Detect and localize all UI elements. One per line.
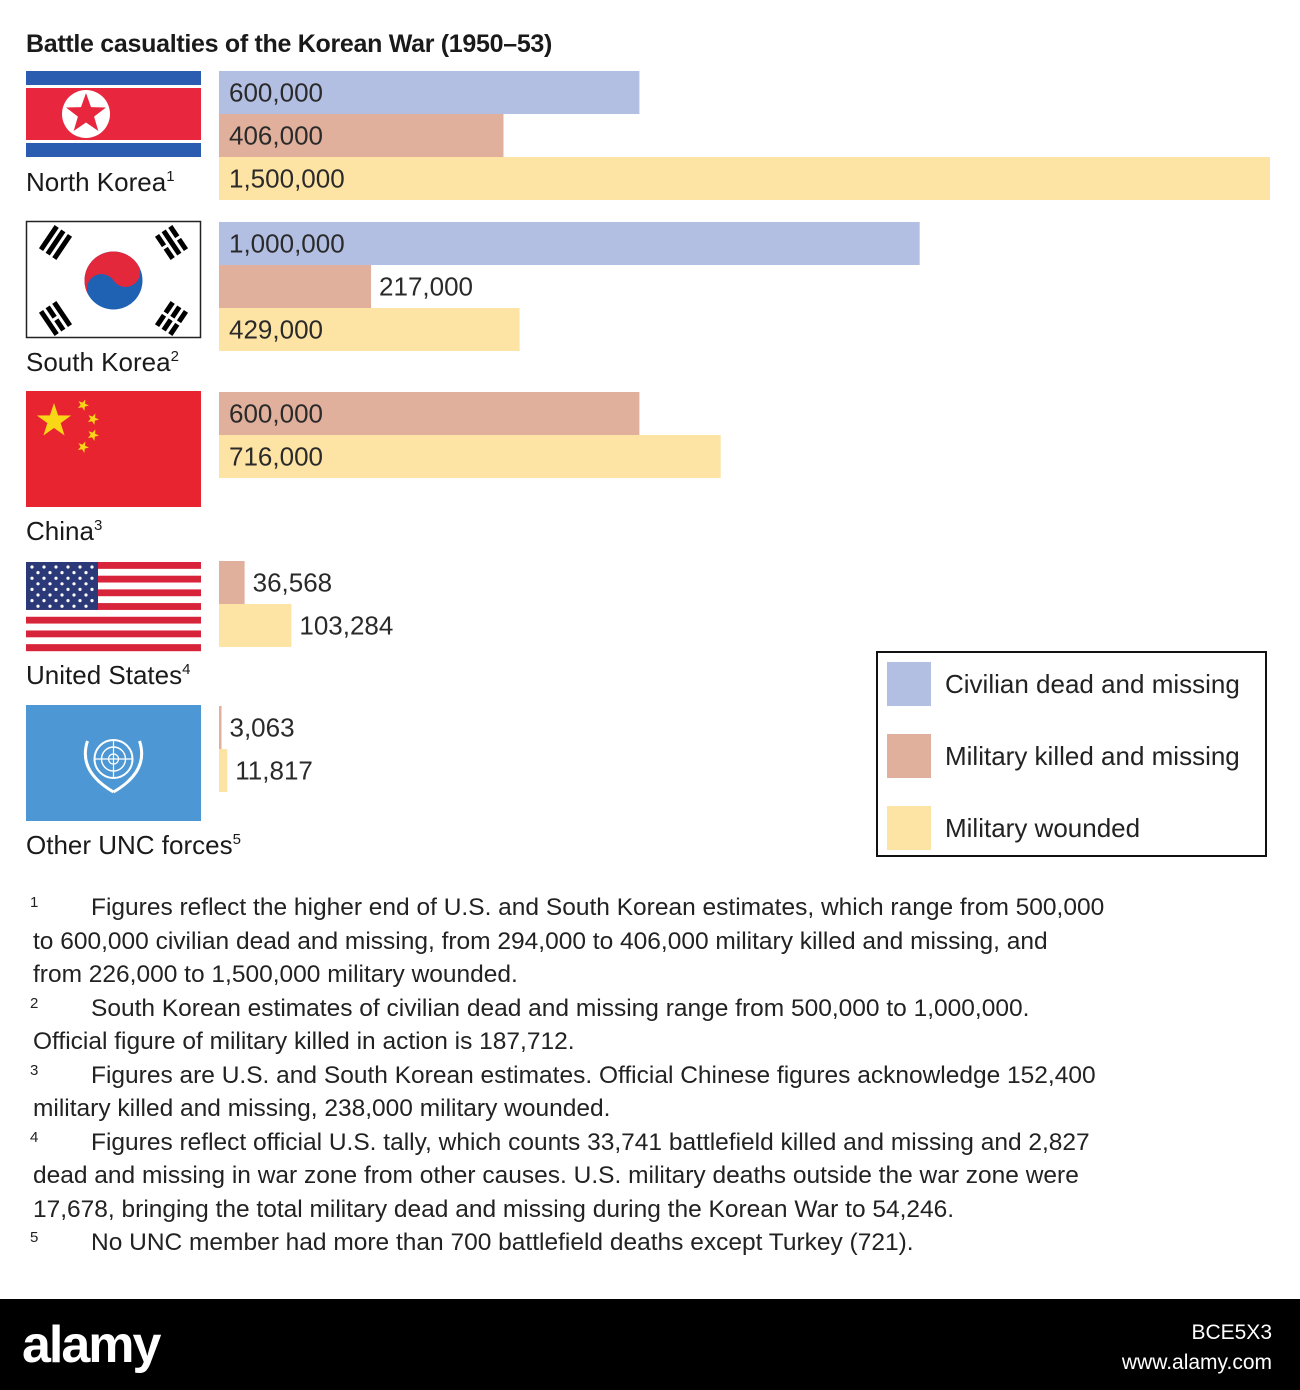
- footnote-text: military killed and missing, 238,000 mil…: [33, 1095, 611, 1122]
- flags-group: [25, 71, 202, 821]
- legend-swatch-military-wounded: [887, 806, 931, 850]
- bar-military-wounded: [219, 157, 1270, 200]
- united-nations-flag-icon: [26, 705, 201, 821]
- legend-item-military-killed: Military killed and missing: [887, 734, 1240, 778]
- country-label: Other UNC forces5: [26, 830, 241, 860]
- bar-value-label: 217,000: [379, 272, 473, 302]
- footnote-text: 17,678, bringing the total military dead…: [33, 1195, 955, 1223]
- country-footnote-marker: 1: [166, 168, 174, 185]
- image-id: BCE5X3: [1191, 1321, 1272, 1344]
- legend-item-civilian: Civilian dead and missing: [887, 662, 1240, 706]
- footnote-text: Figures reflect official U.S. tally, whi…: [91, 1128, 1090, 1156]
- legend-swatch-military-killed: [887, 734, 931, 778]
- footnote-text: Official figure of military killed in ac…: [33, 1028, 575, 1055]
- footnote-number: 3: [30, 1061, 39, 1079]
- bar-military-wounded: [219, 749, 228, 792]
- legend-swatch-civilian: [887, 662, 931, 706]
- bar-civilian: [219, 71, 640, 114]
- bar-value-label: 600,000: [229, 78, 323, 108]
- legend-item-military-wounded: Military wounded: [887, 806, 1140, 850]
- footnote-number: 2: [30, 994, 39, 1012]
- country-label: China3: [26, 516, 102, 546]
- labels-group: North Korea1 South Korea2 China3 United Sta…: [26, 167, 241, 860]
- footnote-text: from 226,000 to 1,500,000 military wound…: [33, 961, 518, 988]
- country-label: North Korea1: [26, 167, 175, 197]
- bar-value-label: 103,284: [299, 611, 393, 641]
- country-footnote-marker: 5: [233, 831, 241, 848]
- footnote-text: Figures are U.S. and South Korean estima…: [91, 1061, 1096, 1089]
- footnote-text: dead and missing in war zone from other …: [33, 1162, 1079, 1189]
- legend-label-military-killed: Military killed and missing: [945, 740, 1240, 771]
- bar-value-label: 406,000: [229, 121, 323, 151]
- legend-label-military-wounded: Military wounded: [945, 812, 1141, 843]
- footnote-text: No UNC member had more than 700 battlefi…: [91, 1229, 914, 1256]
- brand-logo: alamy: [22, 1316, 161, 1374]
- bar-value-label: 1,000,000: [229, 229, 345, 259]
- china-flag-icon: [26, 391, 201, 507]
- country-label: South Korea2: [26, 347, 179, 377]
- chart-plot: 600,000 406,000 1,500,000 1,000,000 217,000 4…: [25, 71, 1270, 860]
- bar-value-label: 1,500,000: [229, 164, 345, 194]
- footnote-number: 4: [30, 1128, 39, 1146]
- bar-value-label: 36,568: [253, 568, 333, 598]
- chart-legend: Civilian dead and missing Military kille…: [876, 651, 1267, 857]
- bar-value-label: 11,817: [235, 756, 313, 786]
- footnote-text: South Korean estimates of civilian dead …: [91, 994, 1030, 1022]
- bar-military-wounded: [219, 604, 292, 647]
- bar-military-killed: [219, 392, 640, 435]
- bar-value-label: 600,000: [229, 399, 323, 429]
- bar-military-killed: [219, 265, 372, 308]
- bar-military-wounded: [219, 308, 520, 351]
- bar-value-label: 429,000: [229, 315, 323, 345]
- chart-title: Battle casualties of the Korean War (195…: [26, 30, 553, 58]
- footnote-number: 5: [30, 1229, 39, 1246]
- bar-civilian: [219, 222, 920, 265]
- country-label: United States4: [26, 660, 190, 690]
- bars-group: 600,000 406,000 1,500,000 1,000,000 217,000 4…: [219, 71, 1270, 792]
- north-korea-flag-icon: [26, 71, 201, 157]
- site-url: www.alamy.com: [1121, 1351, 1272, 1374]
- bar-military-killed: [219, 561, 245, 604]
- bar-military-killed: [219, 706, 222, 749]
- united-states-flag-icon: [26, 562, 201, 652]
- country-footnote-marker: 2: [171, 348, 179, 365]
- bar-military-wounded: [219, 435, 721, 478]
- footnote-text: to 600,000 civilian dead and missing, fr…: [33, 927, 1048, 955]
- footnote-number: 1: [30, 894, 39, 911]
- bar-military-killed: [219, 114, 504, 157]
- footnote-text: Figures reflect the higher end of U.S. a…: [91, 894, 1105, 921]
- south-korea-flag-icon: [25, 220, 202, 339]
- country-footnote-marker: 4: [182, 661, 190, 678]
- watermark-footer: alamy BCE5X3 www.alamy.com: [0, 1299, 1300, 1390]
- country-footnote-marker: 3: [94, 517, 102, 534]
- legend-label-civilian: Civilian dead and missing: [945, 668, 1240, 699]
- bar-value-label: 3,063: [230, 713, 295, 743]
- bar-value-label: 716,000: [229, 442, 323, 472]
